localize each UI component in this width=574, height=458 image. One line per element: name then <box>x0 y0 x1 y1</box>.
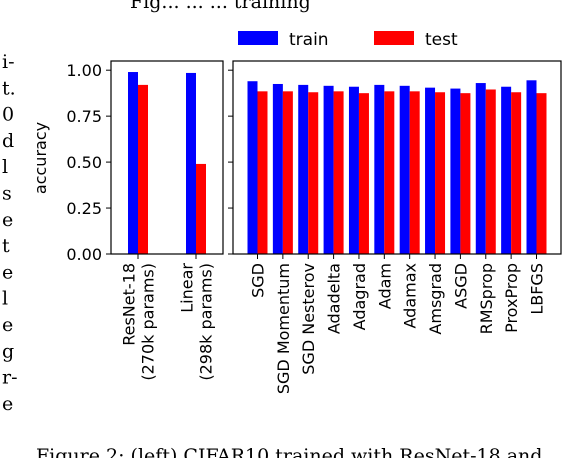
right-bar-train <box>399 85 410 254</box>
legend-swatch-train <box>238 31 278 45</box>
right-xtick-label: SGD Momentum <box>274 263 293 394</box>
right-bar-test <box>257 91 268 254</box>
side-text-line: g <box>2 340 14 362</box>
left-bar-test <box>196 163 206 254</box>
right-frame <box>232 60 562 255</box>
right-bar-test <box>333 91 344 254</box>
left-ytick-label: 0.25 <box>66 199 102 218</box>
left-frame <box>110 60 224 255</box>
left-ytick-label: 0.00 <box>66 245 102 264</box>
side-text-line: e <box>2 314 13 336</box>
right-bar-train <box>425 87 436 255</box>
left-bar-train <box>186 72 196 254</box>
right-bar-train <box>298 84 309 255</box>
right-bar-test <box>536 93 547 255</box>
side-text-line: e <box>2 393 13 415</box>
right-bar-test <box>485 89 496 254</box>
right-bar-test <box>435 92 446 254</box>
left-bar-test <box>138 84 148 255</box>
right-xtick-label: Amsgrad <box>426 263 445 335</box>
right-xtick-label: Adagrad <box>350 263 369 330</box>
right-bar-train <box>475 83 486 254</box>
left-xtick-label: (270k params) <box>139 263 158 381</box>
right-bar-train <box>501 86 512 254</box>
right-xtick-label: RMSprop <box>477 263 496 334</box>
left-ytick-label: 0.75 <box>66 107 102 126</box>
right-xtick-label: ProxProp <box>502 263 521 333</box>
left-ytick-label: 1.00 <box>66 61 102 80</box>
right-bar-train <box>247 81 258 254</box>
right-bar-train <box>348 86 359 254</box>
right-bar-test <box>282 91 293 254</box>
right-xtick-label: ASGD <box>451 263 470 309</box>
right-bar-train <box>374 84 385 255</box>
side-text-line: i- <box>2 51 15 73</box>
left-xtick-label: ResNet-18 <box>120 263 139 346</box>
side-text-line: t <box>2 235 10 257</box>
left-ytick-label: 0.50 <box>66 153 102 172</box>
right-bar-test <box>460 93 471 255</box>
right-xtick-label: Adamax <box>401 263 420 328</box>
top-caption-fragment: Fig... ... ... training <box>130 0 311 13</box>
right-bar-test <box>511 92 522 254</box>
right-xtick-label: SGD Nesterov <box>299 263 318 375</box>
right-xtick-label: SGD <box>249 263 268 298</box>
right-bar-test <box>308 92 319 254</box>
side-text-line: e <box>2 261 13 283</box>
surrounding-text: Fig... ... ... trainingi-t.0dlsetelegr-e… <box>2 0 542 458</box>
right-bar-train <box>323 85 334 254</box>
side-text-line: t. <box>2 77 16 99</box>
left-panel: ResNet-18 (270k params) Linear (298k params… <box>31 60 224 381</box>
legend: train test <box>238 30 458 50</box>
right-bar-test <box>358 93 369 255</box>
left-xtick-label: Linear <box>178 263 197 313</box>
right-bar-test <box>409 91 420 254</box>
right-bar-train <box>272 83 283 254</box>
right-xtick-label: Adadelta <box>325 263 344 334</box>
side-text-line: r- <box>2 367 18 389</box>
right-bar-train <box>526 80 537 254</box>
side-text-line: l <box>2 288 8 310</box>
side-text-line: 0 <box>2 104 14 126</box>
legend-swatch-test <box>374 31 414 45</box>
right-xtick-label: LBFGS <box>528 263 547 315</box>
legend-label-test: test <box>425 30 458 50</box>
side-text-line: d <box>2 130 14 152</box>
right-bar-test <box>384 91 395 254</box>
left-xtick-label: (298k params) <box>197 263 216 381</box>
left-bar-train <box>128 72 138 255</box>
side-text-line: s <box>2 183 12 205</box>
side-text-line: l <box>2 156 8 178</box>
left-ylabel: accuracy <box>31 122 50 194</box>
side-text-line: e <box>2 209 13 231</box>
right-panel: SGD SGD Momentum SGD Nesterov Adadelta Adagr… <box>228 60 562 394</box>
bottom-caption: Figure 2: (left) CIFAR10 trained with Re… <box>36 445 542 458</box>
right-xtick-label: Adam <box>375 263 394 309</box>
legend-label-train: train <box>289 30 329 50</box>
right-bar-train <box>450 88 461 254</box>
